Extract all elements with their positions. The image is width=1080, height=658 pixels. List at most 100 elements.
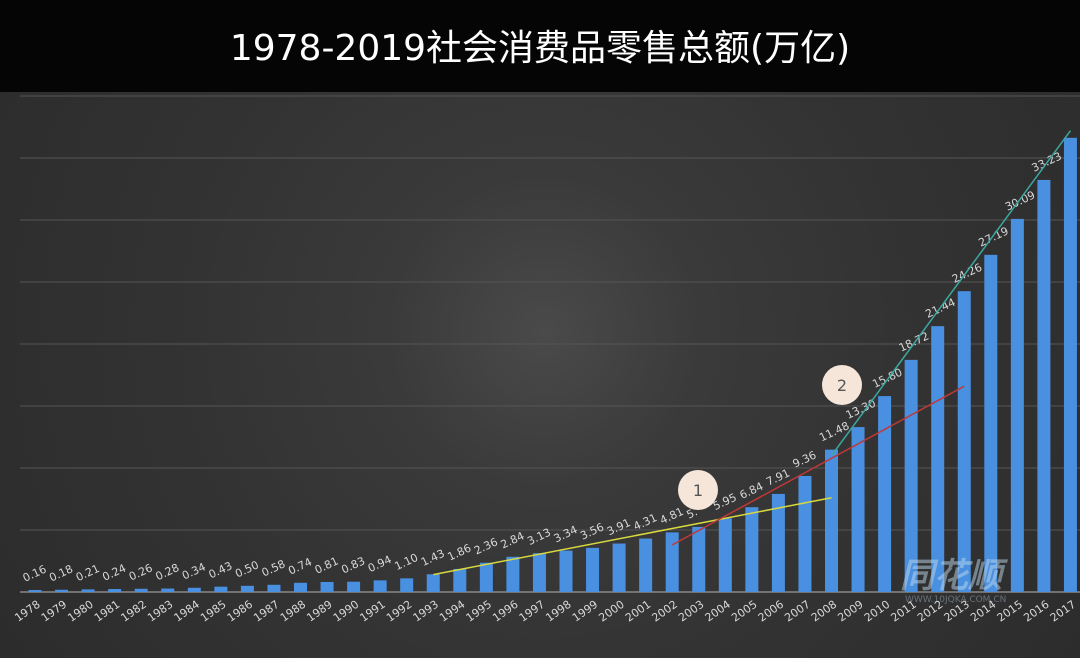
bar-2014 [984, 254, 998, 592]
x-tick-label-1980: 1980 [65, 598, 95, 625]
bar-2016 [1037, 179, 1051, 592]
bar-2008 [825, 449, 838, 592]
data-label-1989: 0.81 [313, 555, 341, 577]
bar-1994 [453, 568, 467, 592]
x-tick-label-2001: 2001 [623, 598, 653, 625]
data-label-1985: 0.43 [207, 559, 235, 581]
x-tick-label-1981: 1981 [92, 598, 122, 625]
x-tick-label-1978: 1978 [12, 598, 42, 625]
x-tick-label-1992: 1992 [384, 598, 414, 625]
bar-2000 [612, 543, 626, 592]
x-tick-label-2007: 2007 [782, 598, 812, 625]
data-label-1995: 2.36 [472, 535, 500, 557]
x-tick-label-1985: 1985 [198, 598, 228, 625]
annotation-label-1: 1 [693, 481, 703, 500]
data-label-2006: 7.91 [764, 466, 792, 488]
data-label-1991: 0.94 [366, 553, 394, 575]
data-label-1998: 3.34 [552, 523, 580, 545]
bar-2002 [665, 532, 679, 592]
bar-1997 [532, 553, 546, 592]
data-label-2015: 30.09 [1003, 189, 1037, 214]
bar-1993 [426, 574, 440, 592]
bar-2009 [851, 427, 865, 592]
bar-1998 [559, 550, 573, 592]
bar-1992 [400, 578, 414, 592]
data-label-2002: 4.81 [658, 505, 686, 527]
bar-1979 [55, 589, 69, 592]
bar-2012 [931, 326, 945, 592]
x-tick-label-1982: 1982 [119, 598, 149, 625]
bar-2013 [957, 291, 971, 592]
x-tick-label-1993: 1993 [411, 598, 441, 625]
watermark-url: WWW.10JQKA.COM.CN [905, 595, 1007, 605]
bar-1978 [28, 590, 42, 592]
bar-1990 [347, 581, 361, 592]
x-tick-label-2004: 2004 [703, 598, 733, 625]
data-label-2000: 3.91 [605, 516, 633, 538]
x-tick-label-2000: 2000 [596, 598, 626, 625]
annotation-circle-1 [678, 470, 718, 510]
x-tick-label-1995: 1995 [464, 598, 494, 625]
data-label-1981: 0.24 [100, 562, 128, 584]
data-label-1979: 0.18 [47, 562, 75, 584]
data-label-2010: 15.80 [870, 366, 904, 391]
bar-1986 [240, 585, 254, 592]
x-tick-label-2008: 2008 [809, 598, 839, 625]
bar-1981 [108, 589, 122, 592]
x-tick-label-1999: 1999 [570, 598, 600, 625]
bar-2007 [798, 475, 812, 592]
data-label-1984: 0.34 [180, 560, 208, 582]
data-label-1992: 1.10 [392, 551, 420, 573]
x-tick-label-1987: 1987 [251, 598, 281, 625]
x-tick-label-1989: 1989 [304, 598, 334, 625]
data-label-2008: 11.48 [817, 419, 851, 444]
bar-2004 [718, 518, 732, 592]
data-label-1997: 3.13 [525, 526, 553, 548]
data-label-2011: 18.72 [897, 329, 931, 354]
chart-title: 1978-2019社会消费品零售总额(万亿) [229, 28, 851, 69]
x-tick-label-2017: 2017 [1048, 598, 1078, 625]
bar-2015 [1010, 218, 1024, 592]
watermark-logo: 同花顺 [900, 556, 1002, 596]
plot-area: 0.16 1978 0.18 1979 0.21 1980 0.24 1981 0.26 1982… [0, 92, 1080, 658]
x-tick-label-1988: 1988 [278, 598, 308, 625]
x-tick-label-2003: 2003 [676, 598, 706, 625]
x-tick-label-2009: 2009 [835, 598, 865, 625]
data-label-1982: 0.26 [127, 561, 155, 583]
annotation-circle-2 [822, 365, 862, 405]
bar-1980 [81, 589, 95, 592]
trend-line-2 [671, 385, 965, 546]
trend-line-3 [830, 130, 1072, 457]
bar-1987 [267, 584, 281, 592]
bar-1988 [294, 582, 307, 592]
x-tick-label-2016: 2016 [1021, 598, 1051, 625]
x-tick-label-2002: 2002 [650, 598, 680, 625]
x-tick-label-1996: 1996 [490, 598, 520, 625]
bar-2017 [1063, 137, 1077, 592]
x-tick-label-2006: 2006 [756, 598, 786, 625]
data-label-2014: 27.19 [977, 224, 1011, 249]
bar-2005 [745, 507, 759, 592]
bar-1984 [187, 587, 201, 592]
x-tick-label-1991: 1991 [357, 598, 387, 625]
data-label-2005: 6.84 [738, 480, 766, 502]
data-label-1978: 0.16 [21, 563, 49, 585]
trend-line-1 [433, 497, 832, 576]
data-label-1987: 0.58 [260, 557, 288, 579]
bar-2010 [878, 396, 892, 592]
x-tick-label-1997: 1997 [517, 598, 547, 625]
data-label-1990: 0.83 [339, 554, 367, 576]
data-label-1988: 0.74 [286, 555, 314, 577]
bar-2003 [692, 526, 706, 592]
bar-1995 [479, 562, 493, 592]
bar-2001 [639, 538, 653, 592]
bar-1982 [134, 588, 148, 592]
data-label-1980: 0.21 [74, 562, 102, 584]
x-tick-label-1994: 1994 [437, 598, 467, 625]
bar-1989 [320, 581, 334, 592]
x-tick-label-1998: 1998 [543, 598, 573, 625]
x-tick-label-1983: 1983 [145, 598, 175, 625]
x-tick-label-1979: 1979 [39, 598, 69, 625]
x-tick-label-1984: 1984 [172, 598, 202, 625]
title-bar: 1978-2019社会消费品零售总额(万亿) [0, 0, 1080, 92]
